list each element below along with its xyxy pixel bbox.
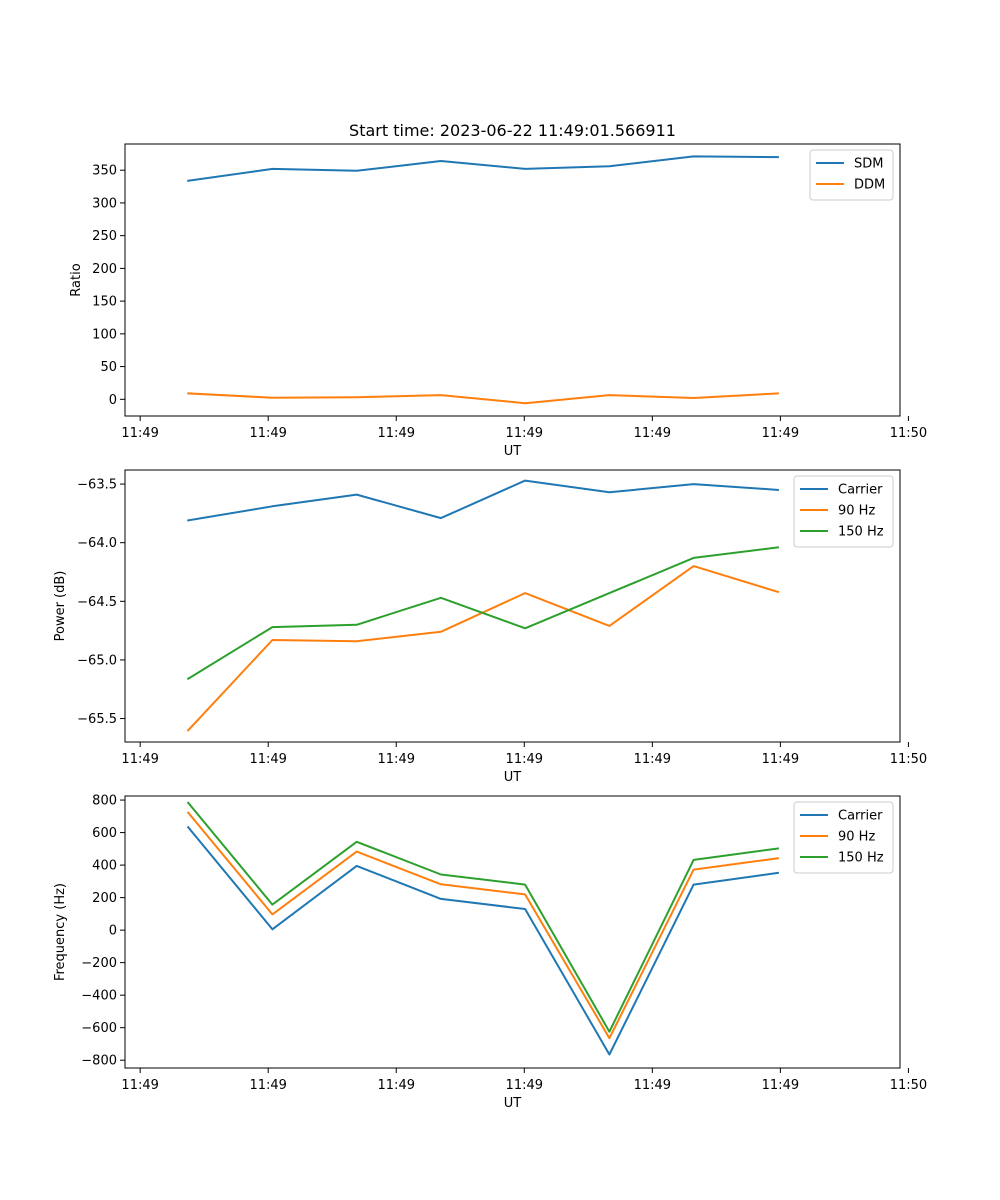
y-tick-label: −64.0 <box>77 536 117 551</box>
series-line-150-hz <box>186 546 780 681</box>
x-axis-label: UT <box>504 770 522 785</box>
chart-panel-2: 11:49 11:49 11:49 11:49 11:49 11:49 11:50 −65.5… <box>53 469 927 785</box>
y-axis-label: Ratio <box>69 263 84 296</box>
x-tick-label: 11:49 <box>634 1078 671 1093</box>
legend-label: 90 Hz <box>838 504 875 519</box>
legend: SDM DDM <box>809 149 894 201</box>
y-axis-label: Frequency (Hz) <box>53 883 68 981</box>
series-line-carrier <box>187 479 779 522</box>
legend-label: Carrier <box>838 809 883 824</box>
series-line-sdm <box>187 155 779 182</box>
x-axis-label: UT <box>504 1096 522 1111</box>
legend: Carrier 90 Hz 150 Hz <box>793 475 894 548</box>
x-tick-label: 11:49 <box>249 752 286 767</box>
x-tick-label: 11:49 <box>634 426 671 441</box>
y-tick-label: −600 <box>81 1021 117 1036</box>
x-tick-label: 11:49 <box>506 752 543 767</box>
series-line-90-hz <box>186 565 780 732</box>
x-tick-label: 11:50 <box>890 1078 927 1093</box>
x-tick-label: 11:49 <box>121 752 158 767</box>
legend: Carrier 90 Hz 150 Hz <box>793 801 894 874</box>
x-tick-label: 11:49 <box>506 426 543 441</box>
x-tick-label: 11:50 <box>890 752 927 767</box>
x-tick-label: 11:49 <box>762 1078 799 1093</box>
x-tick-label: 11:49 <box>762 426 799 441</box>
legend-label: 90 Hz <box>838 830 875 845</box>
plot-frame <box>124 795 901 1069</box>
legend-box <box>793 801 894 874</box>
x-tick-label: 11:50 <box>890 426 927 441</box>
legend-label: SDM <box>854 157 883 172</box>
y-tick-label: −65.0 <box>77 653 117 668</box>
legend-label: 150 Hz <box>838 525 884 540</box>
x-tick-label: 11:49 <box>506 1078 543 1093</box>
series-line-carrier <box>186 825 780 1056</box>
y-tick-label: −64.5 <box>77 595 117 610</box>
x-tick-label: 11:49 <box>249 1078 286 1093</box>
chart-panels: 11:49 11:49 11:49 11:49 11:49 11:49 11:50 0 50 10… <box>53 143 927 1111</box>
x-axis-label: UT <box>504 444 522 459</box>
x-tick-label: 11:49 <box>249 426 286 441</box>
series-line-ddm <box>187 392 779 405</box>
y-tick-label: 150 <box>92 295 117 310</box>
y-tick-label: 200 <box>92 891 117 906</box>
y-tick-label: −65.5 <box>77 712 117 727</box>
legend-label: Carrier <box>838 483 883 498</box>
y-tick-label: 600 <box>92 826 117 841</box>
y-tick-label: 800 <box>92 794 117 809</box>
x-tick-label: 11:49 <box>378 1078 415 1093</box>
y-tick-label: 300 <box>92 196 117 211</box>
x-tick-label: 11:49 <box>762 752 799 767</box>
legend-label: 150 Hz <box>838 851 884 866</box>
plot-frame <box>124 143 901 417</box>
figure-title: Start time: 2023-06-22 11:49:01.566911 <box>349 121 676 140</box>
y-tick-label: 50 <box>100 360 117 375</box>
plot-frame <box>124 469 901 743</box>
x-tick-label: 11:49 <box>121 426 158 441</box>
y-tick-label: −63.5 <box>77 478 117 493</box>
x-tick-label: 11:49 <box>121 1078 158 1093</box>
y-tick-label: 100 <box>92 327 117 342</box>
y-tick-label: 0 <box>109 924 117 939</box>
x-tick-label: 11:49 <box>378 426 415 441</box>
legend-box <box>793 475 894 548</box>
chart-panel-3: 11:49 11:49 11:49 11:49 11:49 11:49 11:50 −800 −… <box>53 794 927 1111</box>
y-axis-label: Power (dB) <box>53 571 68 642</box>
series-line-150-hz <box>186 801 780 1033</box>
x-tick-label: 11:49 <box>378 752 415 767</box>
y-tick-label: −200 <box>81 956 117 971</box>
chart-panel-1: 11:49 11:49 11:49 11:49 11:49 11:49 11:50 0 50 10… <box>69 143 927 459</box>
x-tick-label: 11:49 <box>634 752 671 767</box>
y-tick-label: −800 <box>81 1054 117 1069</box>
y-tick-label: 400 <box>92 859 117 874</box>
y-tick-label: 0 <box>109 393 117 408</box>
y-tick-label: 350 <box>92 164 117 179</box>
legend-label: DDM <box>854 178 885 193</box>
y-tick-label: 250 <box>92 229 117 244</box>
y-tick-label: −400 <box>81 989 117 1004</box>
series-line-90-hz <box>186 811 780 1040</box>
y-tick-label: 200 <box>92 262 117 277</box>
